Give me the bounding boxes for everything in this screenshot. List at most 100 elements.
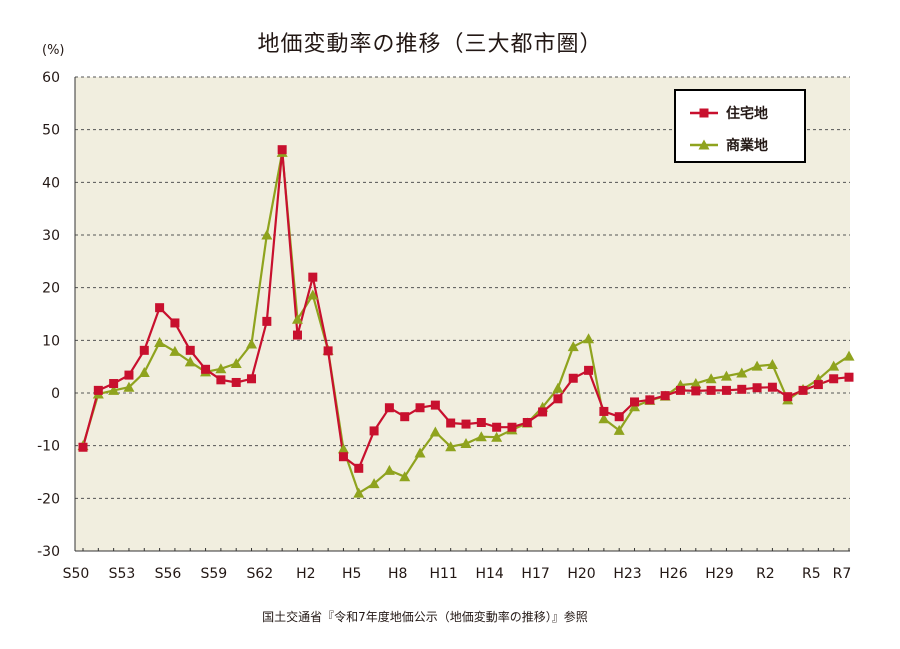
x-tick-label: H23: [613, 566, 641, 582]
y-tick-label: 20: [42, 281, 60, 297]
data-point-residential: [338, 452, 348, 462]
data-point-residential: [767, 382, 777, 392]
chart-title: 地価変動率の推移（三大都市圏）: [257, 32, 603, 57]
x-tick-label: S53: [109, 566, 136, 582]
data-point-residential: [522, 417, 532, 427]
x-tick-label: S56: [155, 566, 182, 582]
x-tick-label: H26: [659, 566, 687, 582]
data-point-commercial: [123, 381, 135, 392]
data-point-residential: [109, 379, 119, 389]
data-point-residential: [538, 407, 548, 417]
data-point-residential: [706, 385, 716, 395]
data-point-residential: [139, 345, 149, 355]
data-point-residential: [185, 345, 195, 355]
x-tick-label: S50: [63, 566, 90, 582]
legend-label: 商業地: [726, 137, 768, 154]
data-point-commercial: [475, 431, 487, 442]
data-point-residential: [783, 392, 793, 402]
legend-marker-triangle: [698, 139, 710, 150]
data-point-residential: [400, 412, 410, 422]
data-point-residential: [675, 385, 685, 395]
data-point-commercial: [291, 313, 303, 324]
y-tick-label: -10: [37, 439, 60, 455]
data-point-residential: [277, 145, 287, 155]
data-point-commercial: [353, 487, 365, 498]
data-point-commercial: [766, 359, 778, 370]
data-point-commercial: [399, 471, 411, 482]
data-point-residential: [660, 391, 670, 401]
data-point-residential: [584, 365, 594, 375]
y-tick-label: 10: [42, 333, 60, 349]
data-point-commercial: [598, 413, 610, 424]
x-tick-label: H5: [342, 566, 361, 582]
data-point-commercial: [720, 370, 732, 381]
data-point-commercial: [445, 441, 457, 452]
data-point-commercial: [751, 360, 763, 371]
y-axis-unit: (%): [42, 43, 65, 58]
legend-box: [674, 89, 806, 163]
data-point-commercial: [154, 336, 166, 347]
data-point-residential: [721, 385, 731, 395]
data-point-residential: [492, 422, 502, 432]
data-point-commercial: [337, 443, 349, 454]
data-point-commercial: [307, 289, 319, 300]
y-tick-label: 0: [51, 386, 60, 402]
x-tick-label: S59: [201, 566, 228, 582]
legend-marker-square: [699, 108, 709, 118]
data-point-commercial: [246, 338, 258, 349]
data-point-commercial: [705, 373, 717, 384]
data-point-residential: [231, 377, 241, 387]
data-point-residential: [93, 385, 103, 395]
data-point-residential: [476, 417, 486, 427]
data-point-commercial: [613, 424, 625, 435]
data-point-residential: [737, 384, 747, 394]
data-point-residential: [78, 442, 88, 452]
y-tick-label: -20: [37, 491, 60, 507]
x-tick-label: R5: [802, 566, 821, 582]
data-point-commercial: [184, 356, 196, 367]
data-point-residential: [216, 375, 226, 385]
x-tick-labels: S50 S53 S56 S59 S62 H2 H5 H8 H11 H14 H17 H20 H23 H26 H…: [63, 566, 852, 582]
data-point-commercial: [108, 384, 120, 395]
data-point-residential: [323, 346, 333, 356]
data-point-commercial: [567, 341, 579, 352]
x-tick-label: H29: [705, 566, 733, 582]
data-point-residential: [829, 374, 839, 384]
data-point-commercial: [843, 350, 855, 361]
data-point-residential: [384, 403, 394, 413]
y-tick-labels: 60 50 40 30 20 10 0 -10 -20 -30: [37, 70, 60, 560]
data-point-residential: [170, 318, 180, 328]
data-point-commercial: [414, 447, 426, 458]
source-note: 国土交通省『令和7年度地価公示（地価変動率の推移）』参照: [262, 610, 588, 624]
data-point-residential: [599, 406, 609, 416]
y-tick-label: 30: [42, 228, 60, 244]
data-point-residential: [507, 422, 517, 432]
data-point-residential: [292, 330, 302, 340]
data-point-residential: [461, 419, 471, 429]
x-tick-label: H8: [388, 566, 407, 582]
data-point-residential: [568, 373, 578, 383]
legend-label: 住宅地: [726, 105, 768, 122]
y-tick-label: -30: [37, 544, 60, 560]
x-tick-label: S62: [246, 566, 273, 582]
x-tick-label: H14: [475, 566, 503, 582]
axes: [74, 77, 850, 552]
data-point-commercial: [368, 478, 380, 489]
data-point-residential: [430, 400, 440, 410]
data-point-commercial: [169, 345, 181, 356]
data-point-commercial: [261, 229, 273, 240]
data-point-residential: [354, 463, 364, 473]
series-markers: [77, 145, 855, 498]
data-point-commercial: [230, 358, 242, 369]
data-point-residential: [247, 374, 257, 384]
x-tick-label: H17: [521, 566, 549, 582]
data-point-residential: [798, 385, 808, 395]
x-tick-label: R7: [833, 566, 852, 582]
data-point-residential: [752, 383, 762, 393]
data-point-commercial: [491, 431, 503, 442]
y-tick-label: 60: [42, 70, 60, 86]
y-tick-label: 50: [42, 123, 60, 139]
data-point-residential: [155, 303, 165, 313]
data-point-commercial: [690, 378, 702, 389]
